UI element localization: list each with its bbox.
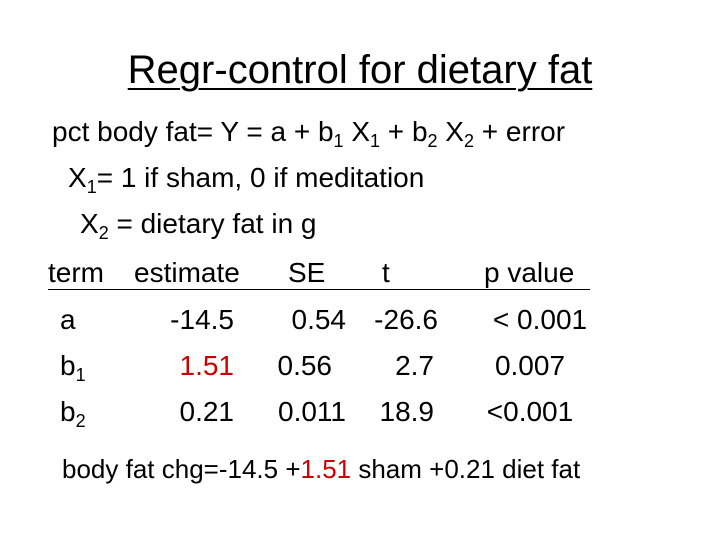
- model-equation: pct body fat= Y = a + b1 X1 + b2 X2 + er…: [52, 116, 566, 151]
- row-term: b2: [60, 396, 86, 431]
- row-p-value: < 0.001: [492, 304, 588, 335]
- table-header-row: term estimate SE t p value: [48, 257, 590, 290]
- header-se: SE: [288, 257, 326, 288]
- highlighted-coefficient: 1.51: [300, 454, 352, 484]
- x2-definition: X2 = dietary fat in g: [80, 208, 317, 243]
- row-estimate: 0.21: [179, 396, 235, 427]
- fitted-equation: body fat chg=-14.5 +1.51 sham +0.21 diet…: [62, 454, 581, 484]
- row-estimate: -14.5: [170, 304, 234, 335]
- header-term: term: [48, 257, 104, 288]
- row-term: b1: [60, 350, 86, 385]
- header-t: t: [382, 257, 390, 288]
- row-t: 2.7: [395, 350, 434, 381]
- page-title: Regr-control for dietary fat: [0, 50, 720, 90]
- row-estimate: 1.51: [179, 350, 235, 381]
- x1-definition: X1= 1 if sham, 0 if meditation: [68, 162, 425, 197]
- title-text: Regr-control for dietary fat: [127, 48, 593, 92]
- row-t: 18.9: [379, 396, 435, 427]
- row-p-value: <0.001: [486, 396, 574, 427]
- row-se: 0.56: [277, 350, 333, 381]
- header-estimate: estimate: [134, 257, 240, 288]
- row-se: 0.011: [278, 396, 346, 427]
- header-p-value: p value: [484, 257, 575, 288]
- row-se: 0.54: [291, 304, 347, 335]
- row-p-value: 0.007: [494, 350, 566, 381]
- row-term: a: [60, 304, 76, 335]
- row-t: -26.6: [374, 304, 438, 335]
